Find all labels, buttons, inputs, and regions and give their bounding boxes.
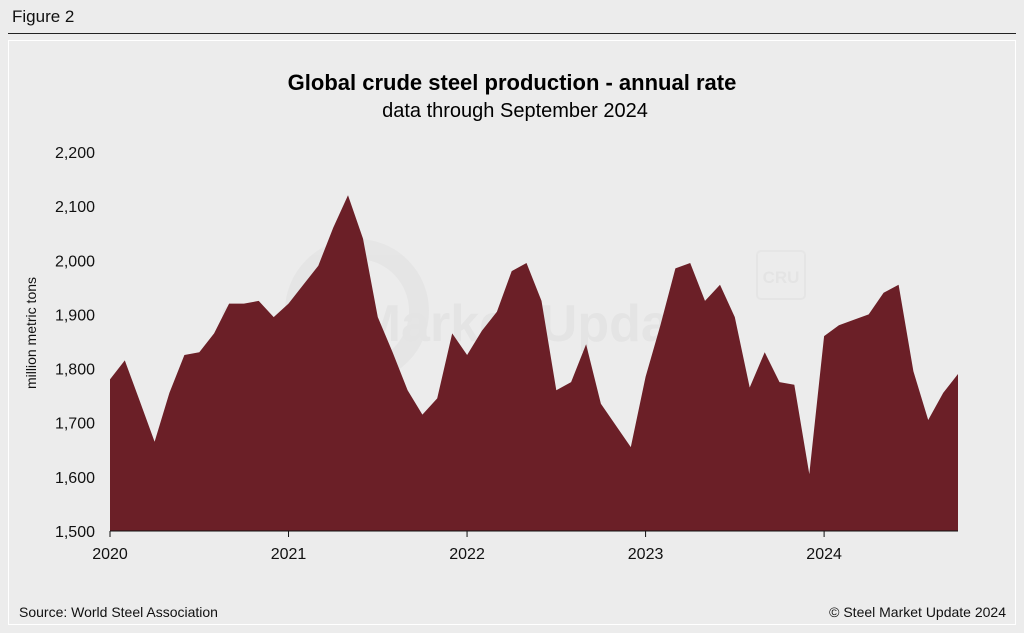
- x-tick-label: 2023: [628, 546, 664, 563]
- area-chart: Global crude steel production - annual r…: [19, 70, 1006, 620]
- x-tick-label: 2020: [92, 546, 128, 563]
- production-area: [110, 195, 958, 532]
- y-axis: 1,500 1,600 1,700 1,800 1,900 2,000 2,100 2,200: [55, 145, 95, 541]
- copyright-note: © Steel Market Update 2024: [829, 604, 1006, 620]
- y-tick-label: 2,200: [55, 145, 95, 162]
- chart-title: Global crude steel production - annual r…: [288, 70, 737, 95]
- header-rule: [8, 33, 1016, 34]
- y-axis-label: million metric tons: [23, 277, 39, 389]
- x-tick-label: 2021: [271, 546, 307, 563]
- y-tick-label: 2,100: [55, 199, 95, 216]
- chart-subtitle: data through September 2024: [382, 100, 648, 122]
- x-axis: 2020 2021 2022 2023 2024: [92, 531, 842, 563]
- source-note: Source: World Steel Association: [19, 604, 218, 620]
- cru-logo-text: CRU: [763, 268, 800, 287]
- y-tick-label: 1,800: [55, 362, 95, 379]
- figure-label: Figure 2: [12, 7, 75, 26]
- cru-logo-icon: [756, 250, 806, 300]
- y-tick-label: 1,700: [55, 416, 95, 433]
- x-tick-label: 2022: [449, 546, 485, 563]
- x-tick-label: 2024: [806, 546, 842, 563]
- chart-panel: Global crude steel production - annual r…: [8, 40, 1016, 625]
- y-tick-label: 1,500: [55, 524, 95, 541]
- y-tick-label: 1,900: [55, 307, 95, 324]
- y-tick-label: 2,000: [55, 253, 95, 270]
- y-tick-label: 1,600: [55, 470, 95, 487]
